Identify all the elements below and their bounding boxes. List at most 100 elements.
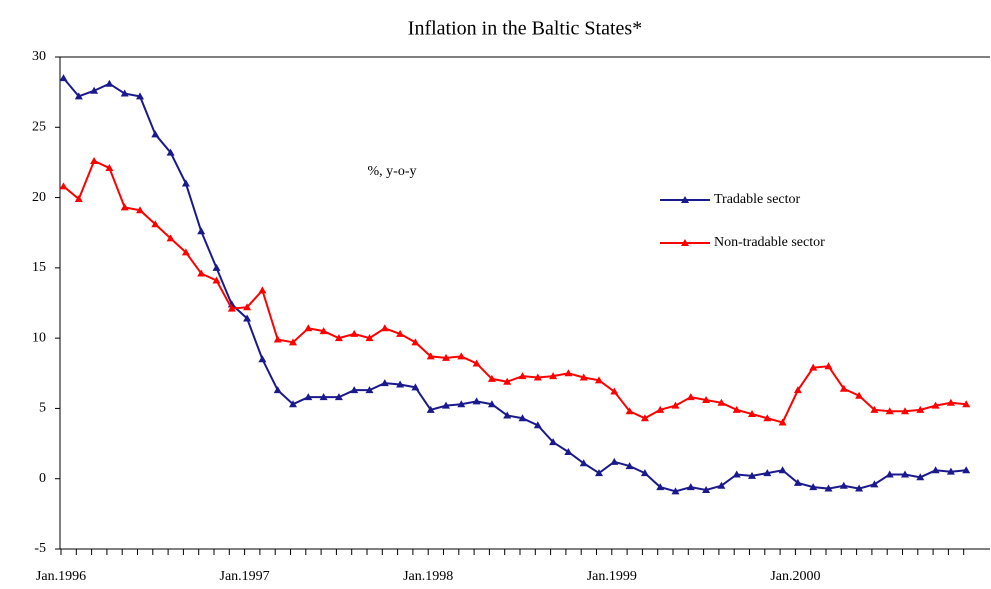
point	[503, 411, 512, 419]
point	[885, 407, 894, 415]
point	[855, 391, 864, 399]
point	[181, 179, 190, 187]
legend-marker	[681, 196, 689, 203]
point	[533, 421, 542, 429]
point	[243, 303, 252, 311]
point	[885, 470, 894, 478]
point	[442, 353, 450, 361]
point	[702, 485, 711, 493]
point	[625, 407, 634, 415]
point	[518, 414, 527, 422]
point	[212, 276, 221, 284]
point	[350, 329, 359, 337]
point	[487, 400, 496, 408]
point	[350, 386, 359, 394]
point	[686, 393, 695, 401]
point	[334, 334, 343, 342]
point	[778, 466, 787, 474]
y-tick-label: 25	[32, 120, 46, 135]
point	[748, 410, 756, 418]
point	[656, 483, 665, 491]
point	[197, 227, 206, 235]
point	[916, 405, 925, 413]
annotation: %, y-o-y	[368, 164, 417, 179]
point	[671, 487, 680, 495]
point	[258, 286, 267, 294]
point	[824, 362, 833, 370]
point	[289, 400, 297, 408]
point	[809, 363, 818, 371]
y-tick-label: 15	[32, 260, 46, 275]
point	[610, 387, 619, 395]
point	[289, 338, 297, 346]
point	[365, 334, 374, 342]
point	[931, 466, 940, 474]
point	[472, 397, 481, 405]
point	[457, 400, 466, 408]
point	[962, 400, 971, 408]
point	[579, 459, 588, 467]
point	[549, 438, 558, 446]
point	[136, 206, 144, 214]
point	[74, 92, 83, 100]
point	[273, 335, 282, 343]
point	[916, 473, 925, 481]
point	[380, 324, 389, 332]
point	[227, 304, 236, 312]
point	[59, 74, 68, 82]
point	[732, 470, 741, 478]
point	[411, 383, 420, 391]
point	[564, 369, 573, 377]
point	[732, 405, 741, 413]
point	[426, 405, 435, 413]
point	[457, 352, 466, 360]
point	[197, 269, 206, 277]
point	[671, 401, 680, 409]
point	[136, 92, 144, 100]
point	[702, 395, 711, 403]
point	[396, 380, 405, 388]
point	[319, 327, 328, 335]
point	[686, 483, 695, 491]
point	[120, 203, 129, 211]
point	[319, 393, 328, 401]
point	[564, 448, 573, 456]
point	[549, 372, 558, 380]
y-tick-label: -5	[34, 541, 46, 556]
point	[793, 478, 802, 486]
chart-title: Inflation in the Baltic States*	[408, 18, 642, 40]
point	[181, 248, 190, 256]
point	[59, 182, 68, 190]
point	[839, 481, 848, 489]
x-tick-label: Jan.2000	[770, 569, 820, 584]
point	[717, 481, 726, 489]
point	[763, 469, 772, 477]
point	[533, 373, 542, 381]
point	[610, 457, 619, 465]
point	[396, 329, 405, 337]
point	[855, 484, 864, 492]
point	[793, 386, 802, 394]
x-tick-label: Jan.1997	[220, 569, 270, 584]
point	[640, 469, 649, 477]
point	[748, 471, 756, 479]
point	[595, 376, 603, 384]
point	[778, 418, 787, 426]
point	[824, 484, 833, 492]
point	[946, 398, 955, 406]
point	[518, 372, 527, 380]
point	[595, 469, 603, 477]
point	[870, 480, 879, 488]
series-line	[62, 77, 967, 493]
point	[931, 401, 940, 409]
point	[426, 352, 435, 360]
point	[579, 373, 588, 381]
y-tick-label: 20	[32, 190, 46, 205]
point	[809, 483, 818, 491]
point	[258, 355, 267, 363]
point	[640, 414, 649, 422]
point	[243, 314, 252, 322]
point	[763, 414, 772, 422]
